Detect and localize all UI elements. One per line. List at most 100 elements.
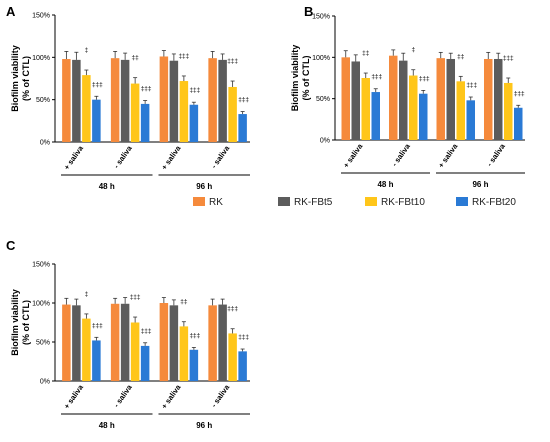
legend-swatch	[365, 197, 377, 206]
bar-rk	[208, 58, 217, 142]
y-tick-label: 100%	[32, 301, 50, 308]
significance-marker: ‡‡‡	[371, 74, 382, 81]
significance-marker: ‡‡‡	[514, 90, 525, 97]
group-label: 96 h	[196, 421, 212, 430]
y-tick-label: 0%	[40, 140, 50, 147]
bar-rk	[484, 58, 493, 141]
bar-rk-fbt5	[351, 61, 360, 140]
bar-rk-fbt20	[140, 103, 150, 142]
bar-rk-fbt10	[82, 318, 91, 381]
y-tick-label: 150%	[32, 13, 50, 20]
significance-marker: ‡‡‡	[189, 87, 200, 94]
bar-rk-fbt10	[130, 83, 140, 142]
bar-rk	[62, 59, 71, 142]
significance-marker: ‡‡	[180, 299, 188, 306]
y-axis-title: Biofilm viability	[10, 45, 20, 112]
significance-marker: ‡‡‡	[238, 334, 249, 341]
bar-rk-fbt10	[228, 86, 237, 142]
bar-rk-fbt20	[371, 92, 380, 140]
group-label: 96 h	[196, 182, 212, 191]
x-category-label: - saliva	[209, 143, 231, 170]
bar-rk-fbt5	[169, 60, 179, 142]
group-label: 48 h	[99, 421, 115, 430]
x-category-label: + saliva	[159, 382, 183, 410]
y-tick-label: 0%	[40, 379, 50, 386]
bar-rk	[62, 304, 71, 381]
bar-rk-fbt5	[494, 58, 503, 141]
y-axis-title: (% of CTL)	[21, 300, 31, 345]
panel-b: B Biofilm viability (% of CTL) 0% 50% 100% 150…	[290, 4, 525, 189]
bar-rk-fbt20	[140, 345, 150, 381]
significance-marker: ‡‡‡	[141, 86, 152, 93]
significance-marker: ‡	[85, 47, 89, 54]
bar-rk-fbt10	[82, 75, 91, 142]
legend-swatch	[456, 197, 468, 206]
bar-rk-fbt5	[120, 59, 130, 142]
bar-rk	[110, 58, 120, 142]
bar-rk-fbt10	[504, 82, 513, 140]
group-label: 48 h	[377, 180, 393, 189]
significance-marker: ‡	[85, 291, 89, 298]
bar-rk	[159, 56, 169, 143]
significance-marker: ‡‡‡	[141, 328, 152, 335]
y-tick-label: 50%	[36, 97, 50, 104]
y-axis-title: Biofilm viability	[10, 289, 20, 356]
legend-label: RK-FBt10	[381, 197, 425, 208]
legend-label: RK	[209, 197, 223, 208]
x-category-label: + saliva	[62, 143, 86, 171]
x-category-label: - saliva	[112, 143, 134, 170]
significance-marker: ‡‡‡	[238, 97, 249, 104]
bar-rk-fbt20	[466, 100, 475, 140]
legend-swatch	[278, 197, 290, 206]
bar-rk-fbt10	[456, 81, 465, 140]
bar-rk-fbt20	[189, 104, 199, 142]
bar-rk-fbt10	[361, 78, 370, 140]
legend-label: RK-FBt20	[472, 197, 516, 208]
panel-letter: A	[6, 4, 16, 19]
significance-marker: ‡‡‡	[189, 332, 200, 339]
significance-marker: ‡‡‡	[503, 55, 514, 62]
legend: RK RK-FBt5 RK-FBt10 RK-FBt20	[193, 197, 516, 208]
x-category-label: + saliva	[341, 141, 365, 169]
panel-c: C Biofilm viability (% of CTL) 0% 50% 100% 150…	[6, 238, 250, 430]
bar-rk-fbt20	[419, 93, 428, 140]
y-tick-label: 0%	[320, 138, 330, 145]
bar-rk	[341, 57, 350, 141]
legend-label: RK-FBt5	[294, 197, 333, 208]
y-tick-label: 50%	[316, 96, 330, 103]
bar-rk-fbt10	[409, 75, 418, 140]
x-category-label: - saliva	[485, 141, 507, 168]
y-tick-label: 150%	[312, 14, 330, 21]
significance-marker: ‡‡‡	[92, 322, 103, 329]
bar-rk-fbt20	[92, 340, 101, 381]
bar-rk-fbt10	[228, 333, 237, 381]
bar-rk-fbt5	[120, 303, 130, 381]
bar-rk-fbt20	[189, 349, 199, 381]
bar-rk-fbt5	[72, 305, 81, 381]
bar-rk-fbt5	[72, 59, 81, 142]
bar-rk-fbt5	[169, 305, 179, 381]
significance-marker: ‡‡	[362, 50, 370, 57]
x-category-label: + saliva	[159, 143, 183, 171]
bar-rk	[436, 58, 445, 140]
bar-rk-fbt10	[130, 322, 140, 381]
bar-rk-fbt20	[92, 99, 101, 142]
y-tick-label: 100%	[312, 55, 330, 62]
significance-marker: ‡‡‡	[419, 75, 430, 82]
y-axis-title: (% of CTL)	[21, 56, 31, 101]
y-axis-title: Biofilm viability	[290, 45, 300, 112]
significance-marker: ‡‡‡	[466, 82, 477, 89]
significance-marker: ‡	[411, 47, 415, 54]
significance-marker: ‡‡‡	[227, 306, 238, 313]
significance-marker: ‡‡‡	[227, 58, 238, 65]
bar-rk	[159, 303, 169, 381]
bar-rk-fbt10	[179, 326, 189, 381]
bar-rk-fbt5	[218, 304, 227, 381]
significance-marker: ‡‡	[132, 55, 140, 62]
significance-marker: ‡‡‡	[130, 294, 141, 301]
y-tick-label: 100%	[32, 55, 50, 62]
x-category-label: - saliva	[112, 382, 134, 409]
bar-rk-fbt20	[514, 107, 523, 140]
